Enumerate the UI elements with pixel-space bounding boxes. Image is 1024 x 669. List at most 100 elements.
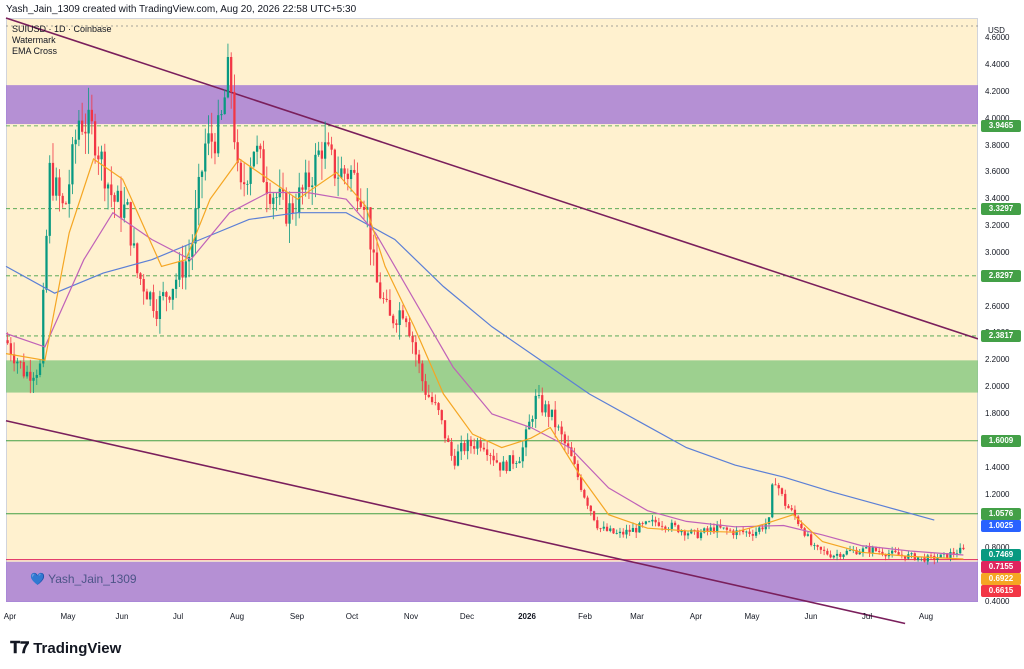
candle-body: [343, 168, 346, 174]
chart-attribution: Yash_Jain_1309 created with TradingView.…: [6, 4, 357, 15]
candle-body: [252, 151, 255, 167]
candle-body: [443, 420, 447, 439]
candle-body: [819, 546, 822, 550]
candle-body: [537, 395, 541, 396]
candle-body: [16, 361, 19, 364]
candle-body: [712, 527, 716, 533]
candle-body: [158, 296, 162, 319]
candle-body: [38, 363, 42, 375]
candle-body: [359, 201, 362, 207]
candle-body: [375, 252, 379, 283]
candle-body: [589, 505, 592, 512]
x-tick-label: Aug: [229, 612, 245, 621]
candle-body: [703, 528, 706, 533]
y-tick-label: 2.2000: [985, 355, 1010, 365]
candle-body: [596, 520, 599, 529]
candle-body: [845, 550, 848, 555]
candle-body: [349, 169, 353, 180]
candle-body: [576, 463, 579, 478]
candle-body: [939, 554, 942, 559]
candle-body: [664, 526, 667, 529]
candle-body: [810, 534, 813, 546]
candle-body: [285, 191, 288, 224]
heart-icon: 💙: [30, 572, 45, 586]
candle-body: [106, 184, 110, 189]
candle-body: [51, 162, 55, 196]
candle-body: [311, 185, 314, 187]
candle-body: [162, 292, 165, 297]
candle-body: [780, 488, 784, 494]
candle-body: [891, 550, 894, 554]
candle-body: [398, 310, 401, 326]
candle-body: [777, 485, 780, 489]
y-tick-label: 3.4000: [985, 194, 1010, 204]
y-tick-label: 3.6000: [985, 167, 1010, 177]
candle-body: [126, 202, 129, 205]
author-watermark: 💙 Yash_Jain_1309: [30, 572, 137, 586]
legend-watermark-indicator[interactable]: Watermark: [12, 35, 56, 45]
candle-body: [874, 547, 878, 551]
candle-body: [554, 409, 557, 428]
candle-body: [541, 395, 544, 413]
candle-body: [447, 438, 450, 442]
trendline-1: [5, 419, 906, 625]
zone-2: [6, 561, 978, 602]
candle-body: [113, 195, 116, 202]
candle-body: [644, 521, 648, 524]
candle-body: [346, 173, 349, 180]
x-tick-label: 2026: [518, 612, 536, 621]
candle-body: [298, 187, 301, 213]
candle-body: [628, 529, 631, 532]
candle-body: [955, 553, 959, 555]
legend-ema-cross-indicator[interactable]: EMA Cross: [12, 46, 58, 56]
x-tick-label: May: [744, 612, 760, 621]
candle-body: [592, 511, 596, 521]
candle-body: [210, 133, 213, 142]
candle-body: [58, 177, 61, 196]
candle-body: [696, 530, 699, 539]
candle-body: [524, 429, 528, 448]
candle-body: [502, 461, 505, 471]
candle-body: [255, 145, 259, 152]
candle-body: [417, 354, 421, 364]
candle-body: [625, 529, 628, 535]
candle-body: [842, 554, 845, 557]
currency-label[interactable]: USD: [988, 26, 1005, 35]
price-axis[interactable]: [978, 18, 1024, 602]
candle-body: [771, 484, 774, 518]
y-tick-label: 3.8000: [985, 140, 1010, 150]
candle-body: [832, 555, 835, 558]
candle-body: [421, 363, 424, 382]
candle-body: [29, 371, 32, 381]
candle-body: [45, 235, 48, 290]
candle-body: [839, 553, 842, 557]
candle-body: [936, 558, 939, 560]
candle-body: [405, 318, 408, 323]
candle-body: [149, 292, 152, 300]
candle-body: [466, 439, 469, 452]
y-tick-label: 4.2000: [985, 86, 1010, 96]
candle-body: [929, 555, 933, 557]
candle-body: [110, 184, 113, 196]
candle-body: [725, 527, 729, 530]
candle-body: [563, 434, 567, 444]
candle-body: [379, 282, 382, 299]
candle-body: [414, 342, 417, 355]
candle-body: [622, 531, 625, 535]
tradingview-logo-icon: 𝐓𝟕: [10, 640, 30, 657]
candle-body: [806, 534, 810, 536]
x-tick-label: May: [60, 612, 76, 621]
candle-body: [528, 421, 531, 430]
candle-body: [307, 172, 311, 187]
candle-body: [764, 524, 767, 530]
candle-body: [320, 150, 324, 159]
candle-body: [136, 243, 139, 274]
candle-body: [362, 206, 366, 210]
x-tick-label: Jul: [172, 612, 184, 621]
x-tick-label: Feb: [578, 612, 592, 621]
candle-body: [356, 172, 359, 202]
legend-symbol[interactable]: SUIUSD · 1D · Coinbase: [12, 24, 112, 34]
zone-1: [6, 360, 978, 393]
candle-body: [865, 547, 868, 549]
